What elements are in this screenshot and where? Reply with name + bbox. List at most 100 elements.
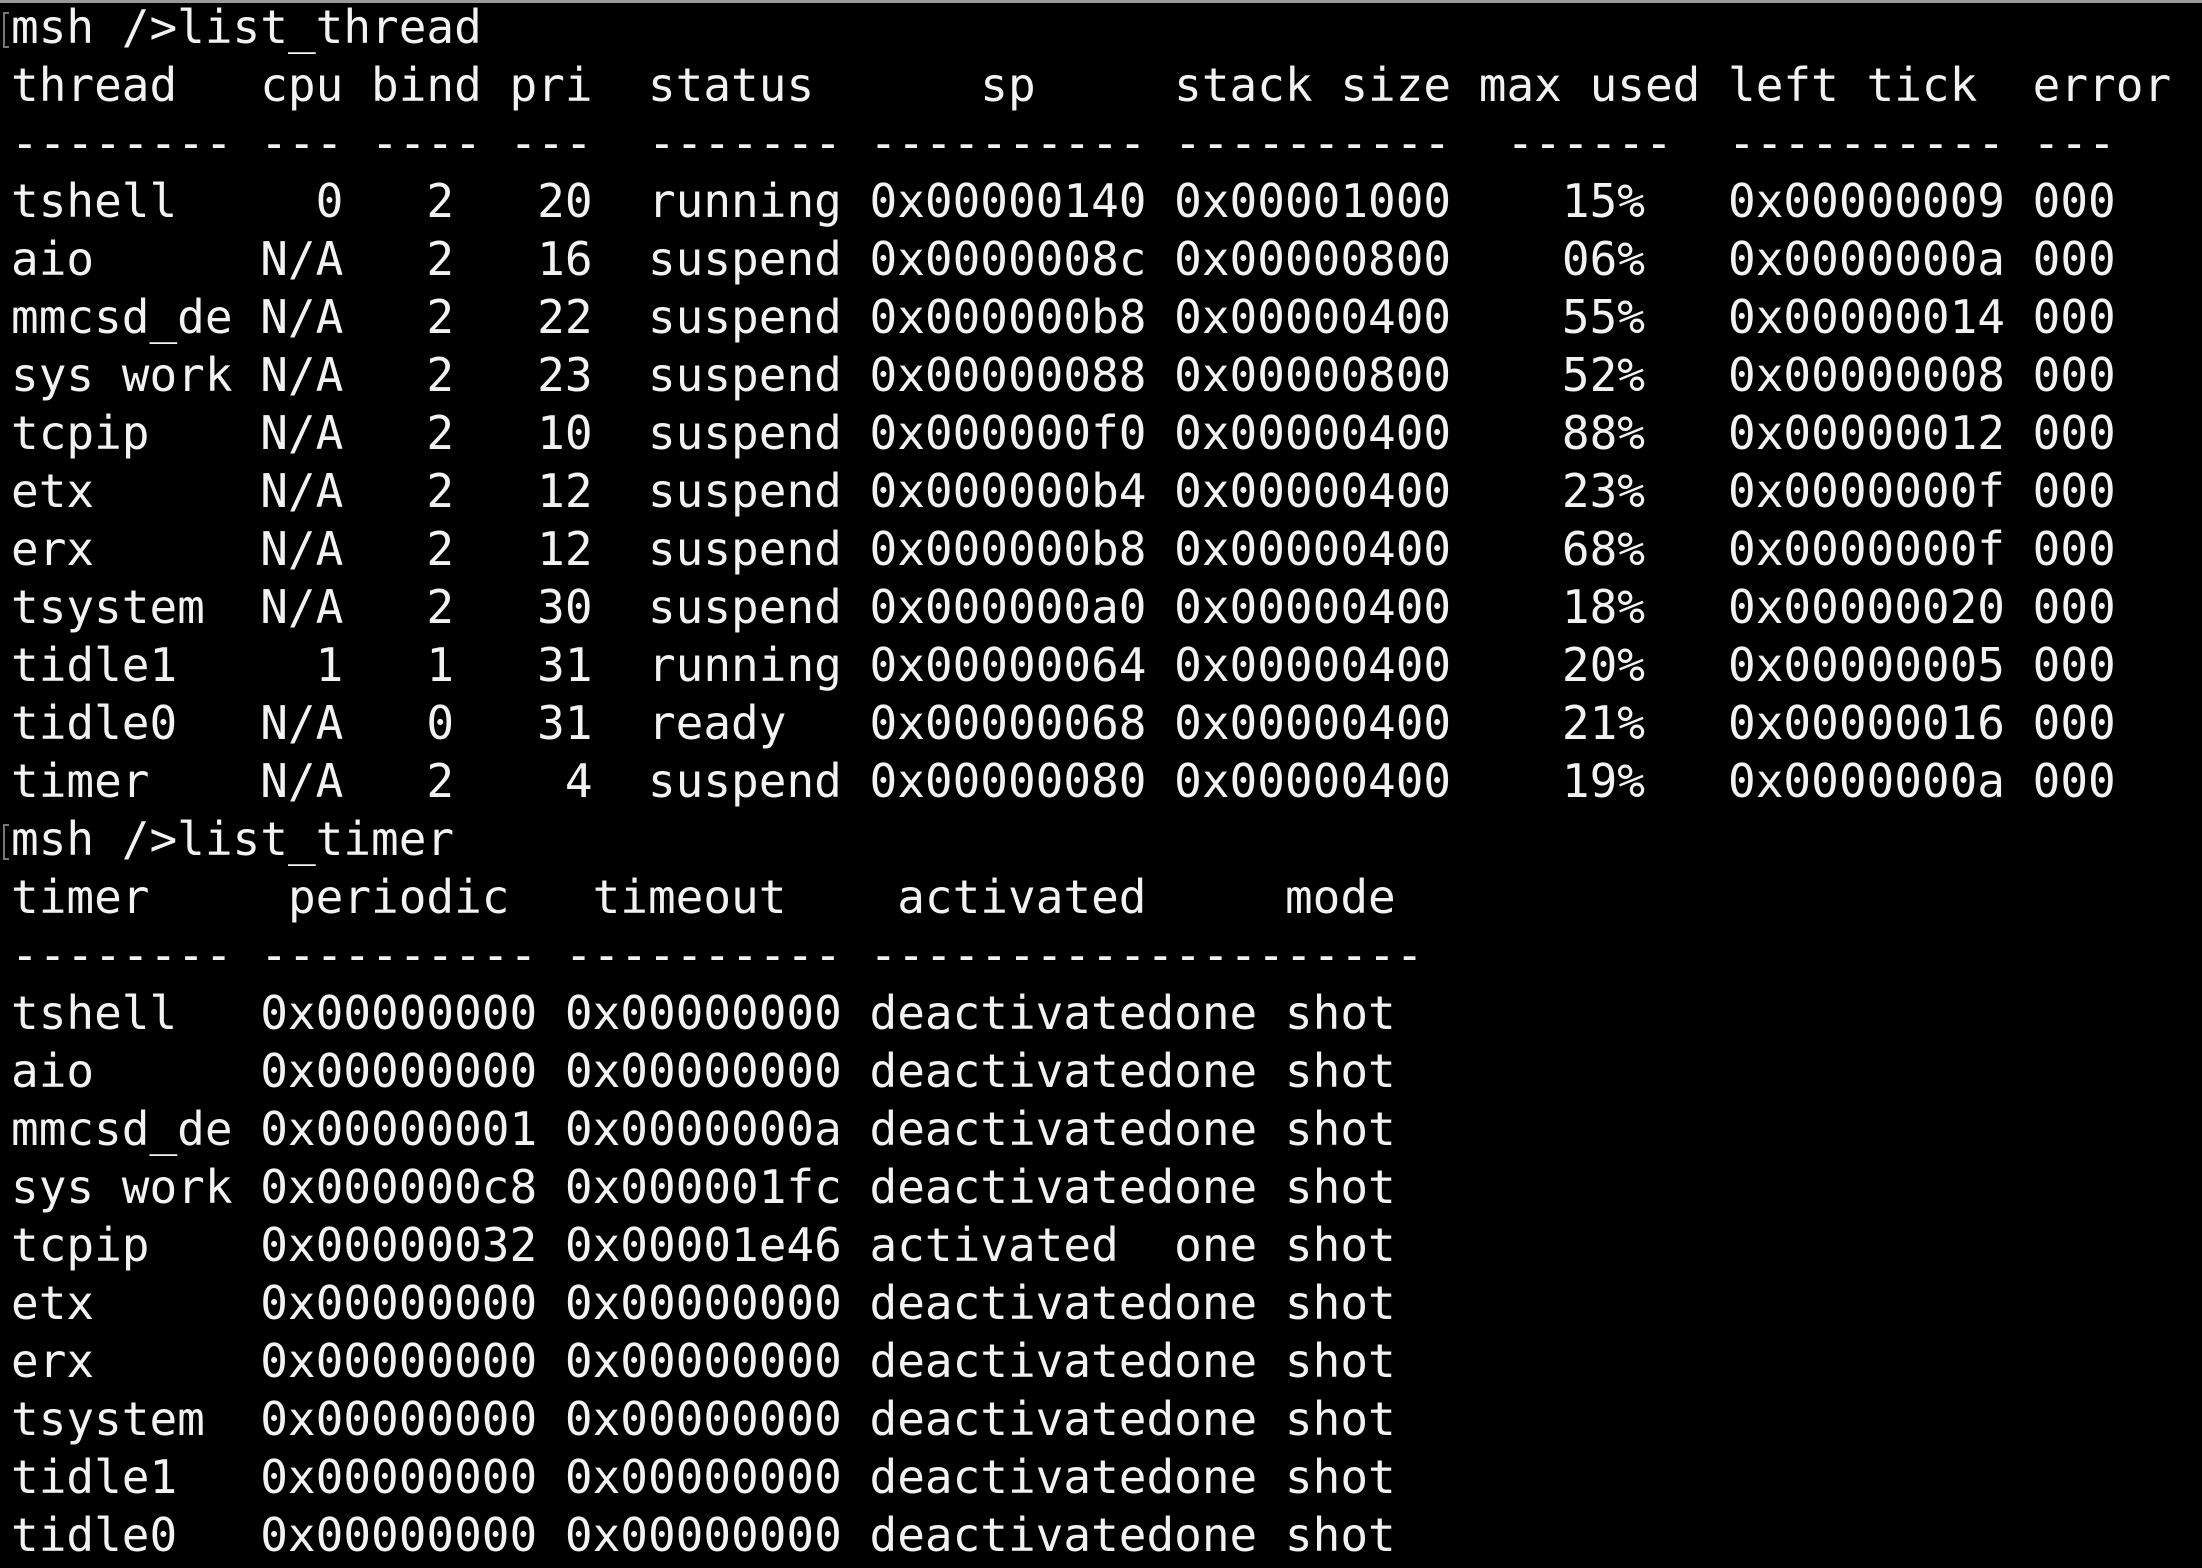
table-cell: one shot (1174, 1392, 1396, 1446)
timer-table-row: sys work 0x000000c8 0x000001fc deactivated o… (11, 1158, 1396, 1216)
table-cell: mmcsd_de (11, 1102, 233, 1156)
table-cell: 0x00000400 (1174, 754, 1452, 808)
timer-table-row: etx 0x00000000 0x00000000 deactivated one sh… (11, 1274, 1396, 1332)
timer-table-row: aio 0x00000000 0x00000000 deactivated one sh… (11, 1042, 1396, 1100)
table-cell: 21% (1561, 696, 1645, 750)
table-cell: 0x000000f0 (869, 406, 1147, 460)
table-cell: N/A (260, 232, 344, 286)
table-cell: N/A (260, 696, 344, 750)
table-cell: running (647, 174, 842, 228)
table-cell: 0x00000005 (1728, 638, 2005, 692)
table-cell: tidle1 (11, 638, 178, 692)
table-cell: 0x00000400 (1174, 464, 1452, 518)
table-cell: 23 (537, 348, 593, 402)
table-cell: erx (11, 522, 95, 576)
table-cell: 2 (426, 522, 455, 576)
thread-table-row: tshell 0 2 20 running 0x00000140 0x00001000 15%… (11, 172, 2116, 230)
table-cell: 0x00000000 (564, 1508, 842, 1562)
table-cell: 0x0000000f (1728, 464, 2005, 518)
table-cell: tsystem (11, 580, 205, 634)
table-cell: 0x00000000 (260, 1044, 538, 1098)
table-cell: 0x00000012 (1728, 406, 2005, 460)
table-cell: tidle0 (11, 696, 178, 750)
table-cell: 0x00000068 (869, 696, 1147, 750)
table-cell: 000 (2032, 232, 2116, 286)
command-text: msh />list_thread (11, 0, 482, 54)
table-cell: 19% (1561, 754, 1645, 808)
table-cell: 000 (2032, 696, 2116, 750)
table-cell: suspend (647, 290, 842, 344)
column-header: sp (980, 58, 1036, 112)
table-cell: 0x00000000 (564, 1044, 842, 1098)
window-top-border (0, 0, 2202, 3)
timer-table-row: tidle1 0x00000000 0x00000000 deactivated one… (11, 1448, 1396, 1506)
table-cell: etx (11, 464, 95, 518)
table-cell: tcpip (11, 406, 150, 460)
divider: -------- (11, 928, 233, 982)
table-cell: sys work (11, 1160, 233, 1214)
thread-table-row: sys work N/A 2 23 suspend 0x00000088 0x0000080… (11, 346, 2116, 404)
table-cell: 0x00000000 (260, 986, 538, 1040)
column-header: timeout (592, 870, 787, 924)
table-cell: 2 (426, 580, 455, 634)
divider: ---------- (1728, 116, 2005, 170)
table-cell: deactivated (869, 1102, 1175, 1156)
terminal-output[interactable]: msh />list_thread thread cpu bind pri status s… (3, 0, 2171, 1564)
table-cell: 4 (564, 754, 593, 808)
thread-table-row: aio N/A 2 16 suspend 0x0000008c 0x00000800 06% 0… (11, 230, 2116, 288)
table-cell: 0 (426, 696, 455, 750)
table-cell: 22 (537, 290, 593, 344)
divider: ----------- (869, 928, 1175, 982)
table-cell: 0x00001e46 (564, 1218, 842, 1272)
cursor-marker-icon (3, 12, 9, 48)
table-cell: 2 (426, 754, 455, 808)
table-cell: N/A (260, 406, 344, 460)
table-cell: deactivated (869, 1276, 1175, 1330)
table-cell: deactivated (869, 1160, 1175, 1214)
table-cell: one shot (1174, 1218, 1396, 1272)
timer-table-row: tshell 0x00000000 0x00000000 deactivated one… (11, 984, 1396, 1042)
column-header: periodic (287, 870, 510, 924)
table-cell: tsystem (11, 1392, 205, 1446)
table-cell: 20% (1561, 638, 1645, 692)
table-cell: 000 (2032, 754, 2116, 808)
cursor-marker-icon (3, 824, 9, 860)
table-cell: 52% (1561, 348, 1645, 402)
table-cell: 31 (537, 638, 593, 692)
divider: ---------- (1174, 116, 1452, 170)
column-header: left tick (1728, 58, 1978, 112)
divider: --- (260, 116, 344, 170)
table-cell: 0x00000000 (564, 986, 842, 1040)
table-cell: 31 (537, 696, 593, 750)
table-cell: 2 (426, 406, 455, 460)
table-cell: 68% (1561, 522, 1645, 576)
column-header: error (2032, 58, 2172, 112)
table-cell: suspend (647, 522, 842, 576)
table-cell: 0x00000400 (1174, 290, 1452, 344)
table-cell: running (647, 638, 842, 692)
table-cell: 0x00000000 (564, 1334, 842, 1388)
prompt-line: msh />list_timer (3, 810, 482, 868)
table-cell: 0x000000b8 (869, 522, 1147, 576)
divider: ---- (371, 116, 482, 170)
table-cell: 12 (537, 464, 593, 518)
table-cell: 0x00000000 (260, 1450, 538, 1504)
table-cell: 0x00000400 (1174, 638, 1452, 692)
table-cell: mmcsd_de (11, 290, 233, 344)
table-cell: 0 (315, 174, 344, 228)
table-cell: erx (11, 1334, 95, 1388)
table-cell: tcpip (11, 1218, 150, 1272)
timer-table-divider: -------- ---------- ---------- ----------- -… (11, 926, 1423, 984)
table-cell: one shot (1174, 1450, 1396, 1504)
table-cell: N/A (260, 522, 344, 576)
table-cell: 0x00000000 (260, 1392, 538, 1446)
thread-table-divider: -------- --- ---- --- ------- ---------- -----… (11, 114, 2116, 172)
table-cell: etx (11, 1276, 95, 1330)
table-cell: one shot (1174, 1276, 1396, 1330)
table-cell: 2 (426, 348, 455, 402)
table-cell: 0x00000032 (260, 1218, 538, 1272)
column-header: mode (1284, 870, 1396, 924)
thread-table-row: tcpip N/A 2 10 suspend 0x000000f0 0x00000400 88… (11, 404, 2116, 462)
table-cell: 18% (1561, 580, 1645, 634)
table-cell: 0x000000b4 (869, 464, 1147, 518)
